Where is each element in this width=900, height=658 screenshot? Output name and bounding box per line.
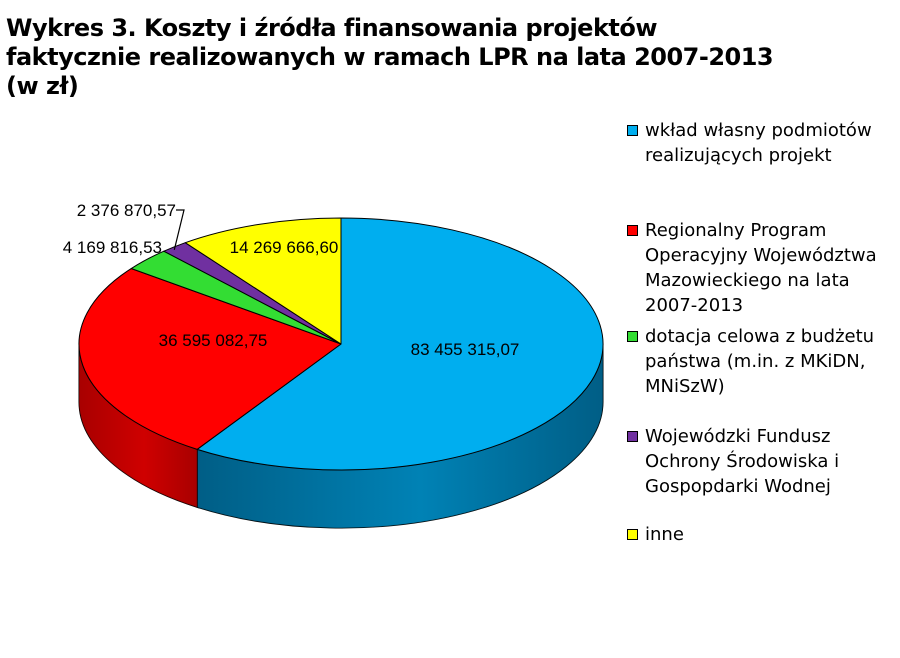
chart-title-line-3: (w zł) [6, 72, 79, 100]
data-label-rpo: 36 595 082,75 [159, 331, 268, 350]
data-label-wklad: 83 455 315,07 [411, 340, 520, 359]
legend-line: realizujących projekt [645, 145, 832, 166]
legend-line: Mazowieckiego na lata [645, 270, 850, 291]
chart-title-line-2: faktycznie realizowanych w ramach LPR na… [6, 43, 774, 71]
pie-slice-wklad [196, 217, 604, 471]
legend-item-rpo: Regionalny Program Operacyjny Województwa… [627, 218, 897, 318]
pie-slice-inne [184, 217, 342, 345]
data-label-inne: 14 269 666,60 [230, 238, 339, 257]
legend-line: dotacja celowa z budżetu [645, 326, 875, 347]
legend-line: inne [645, 524, 684, 545]
legend-label-dotacja: dotacja celowa z budżetu państwa (m.in. z… [645, 324, 897, 399]
pie-side-shade-wklad [197, 344, 604, 528]
legend-line: Ochrony Środowiska i [645, 451, 840, 472]
legend-swatch-inne [627, 529, 638, 540]
legend-item-inne: inne [627, 522, 897, 547]
pie-top-faces [78, 217, 604, 471]
legend-swatch-dotacja [627, 331, 638, 342]
legend-swatch-wklad [627, 125, 638, 136]
chart-title-line-1: Wykres 3. Koszty i źródła finansowania p… [6, 14, 658, 42]
legend-label-wklad: wkład własny podmiotów realizujących proj… [645, 118, 897, 168]
data-label-wfosigw: 2 376 870,57 [77, 201, 176, 220]
legend-line: Operacyjny Województwa [645, 245, 877, 266]
legend-swatch-wfosigw [627, 431, 638, 442]
legend-item-wklad: wkład własny podmiotów realizujących proj… [627, 118, 897, 168]
legend-line: MNiSzW) [645, 376, 725, 397]
chart-title: Wykres 3. Koszty i źródła finansowania p… [6, 14, 774, 101]
legend-label-wfosigw: Wojewódzki Fundusz Ochrony Środowiska i Go… [645, 424, 897, 499]
legend-item-wfosigw: Wojewódzki Fundusz Ochrony Środowiska i Go… [627, 424, 897, 499]
data-label-dotacja: 4 169 816,53 [63, 238, 162, 257]
legend-line: Gospopdarki Wodnej [645, 476, 831, 497]
pie-slice-rpo [78, 268, 342, 450]
legend-line: Wojewódzki Fundusz [645, 426, 831, 447]
legend-item-dotacja: dotacja celowa z budżetu państwa (m.in. z… [627, 324, 897, 399]
legend-line: Regionalny Program [645, 220, 827, 241]
pie-side-walls [78, 343, 604, 529]
pie-data-labels: 83 455 315,07 36 595 082,75 4 169 816,53 2 … [63, 201, 520, 359]
legend-line: wkład własny podmiotów [645, 120, 872, 141]
pie-side-shade-rpo [79, 344, 198, 508]
legend-swatch-rpo [627, 225, 638, 236]
legend-line: państwa (m.in. z MKiDN, [645, 351, 866, 372]
leader-line-wfosigw [173, 209, 185, 250]
legend-label-rpo: Regionalny Program Operacyjny Województwa… [645, 218, 897, 318]
legend-line: 2007-2013 [645, 295, 744, 316]
legend-label-inne: inne [645, 522, 897, 547]
